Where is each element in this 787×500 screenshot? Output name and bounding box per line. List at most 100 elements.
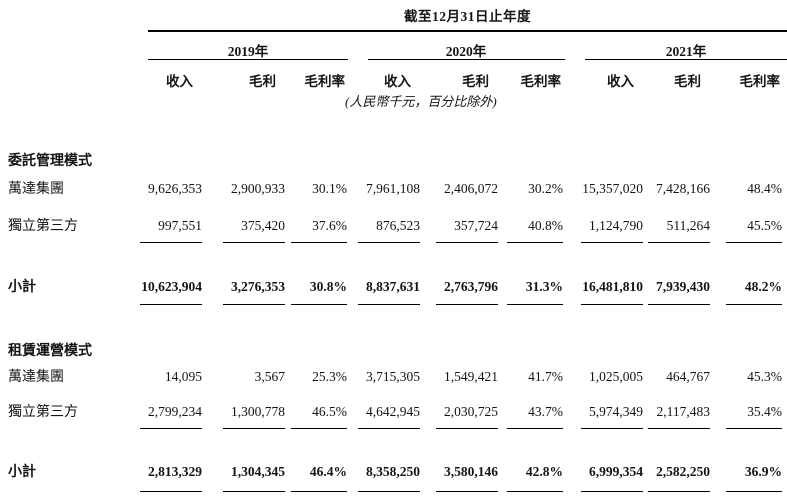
value-cell: 1,124,790 — [563, 201, 644, 243]
value-cell: 14,095 — [164, 369, 202, 385]
value-cell: 464,767 — [666, 369, 711, 385]
value-cell: 30.2% — [528, 181, 564, 197]
spacer-row — [0, 111, 782, 149]
value-cell: 3,715,305 — [366, 369, 421, 385]
value-cell: 42.8% — [498, 429, 564, 492]
value-cell: 3,276,353 — [202, 243, 285, 305]
value-cell: 375,420 — [202, 201, 285, 243]
row-label: 萬達集團 — [8, 181, 64, 197]
value-cell: 2,406,072 — [444, 181, 499, 197]
value-cell: 4,642,945 — [347, 389, 421, 429]
value-cell: 2,900,933 — [231, 181, 285, 197]
value-cell: 6,343,942 — [420, 492, 498, 500]
col-header-revenue: 收入 — [166, 74, 193, 90]
row-label: 小計 — [8, 279, 36, 295]
value-cell: 43.7% — [498, 389, 564, 429]
value-cell: 1,300,778 — [202, 389, 285, 429]
row-label: 萬達集團 — [8, 369, 64, 385]
value-cell: 4,580,698 — [202, 492, 285, 500]
col-header-gross-profit: 毛利 — [249, 74, 276, 90]
value-cell: 46.5% — [285, 389, 348, 429]
unit-note-row: (人民幣千元，百分比除外) — [0, 94, 782, 111]
value-cell: 45.5% — [710, 201, 783, 243]
year-label-2020: 2020年 — [445, 44, 487, 60]
value-cell: 7,428,166 — [656, 181, 711, 197]
value-cell: 1,304,345 — [202, 429, 285, 492]
value-cell: 48.4% — [747, 181, 783, 197]
value-cell: 3,580,146 — [420, 429, 499, 492]
value-cell: 2,763,796 — [420, 243, 499, 305]
section-header-entrusted: 委託管理模式 — [0, 149, 782, 171]
value-cell: 1,549,421 — [444, 369, 499, 385]
value-cell: 17,195,881 — [347, 492, 420, 500]
table-row-total: 總計 13,437,233 4,580,698 34.1% 17,195,881… — [0, 492, 782, 500]
year-2021-underline — [585, 59, 787, 60]
value-cell: 48.2% — [710, 243, 783, 305]
value-cell: 10,521,680 — [643, 492, 710, 500]
value-cell: 2,030,725 — [420, 389, 499, 429]
value-cell: 10,623,904 — [126, 243, 202, 305]
value-cell: 44.8% — [710, 492, 782, 500]
value-cell: 36.9% — [498, 492, 563, 500]
value-cell: 2,582,250 — [643, 429, 711, 492]
value-cell: 36.9% — [710, 429, 783, 492]
table-row-independent-third-party: 獨立第三方 997,551 375,420 37.6% 876,523 357,… — [0, 201, 783, 243]
year-2019-underline — [148, 59, 348, 60]
value-cell: 25.3% — [312, 369, 348, 385]
value-cell: 7,961,108 — [366, 181, 421, 197]
empty-corner — [0, 66, 126, 95]
value-cell: 357,724 — [420, 201, 499, 243]
period-title: 截至12月31日止年度 — [404, 9, 531, 24]
col-header-gross-margin: 毛利率 — [520, 74, 562, 90]
value-cell: 37.6% — [285, 201, 348, 243]
value-cell: 46.4% — [285, 429, 348, 492]
value-cell: 876,523 — [347, 201, 421, 243]
col-header-gross-margin: 毛利率 — [739, 74, 781, 90]
empty-corner — [0, 36, 126, 66]
value-cell: 30.8% — [285, 243, 348, 305]
row-label: 獨立第三方 — [8, 404, 78, 420]
value-cell: 30.1% — [312, 181, 348, 197]
value-cell: 997,551 — [126, 201, 202, 243]
value-cell: 35.4% — [710, 389, 783, 429]
value-cell: 2,117,483 — [643, 389, 711, 429]
value-cell: 8,358,250 — [347, 429, 421, 492]
value-cell: 23,481,164 — [563, 492, 643, 500]
value-cell: 6,999,354 — [563, 429, 644, 492]
section-label: 委託管理模式 — [8, 153, 92, 169]
table-row-subtotal: 小計 2,813,329 1,304,345 46.4% 8,358,250 3… — [0, 429, 783, 492]
year-label-2019: 2019年 — [227, 44, 269, 60]
row-label: 獨立第三方 — [8, 218, 78, 234]
value-cell: 15,357,020 — [582, 181, 644, 197]
header-top-rule — [148, 30, 787, 32]
table-row-independent-third-party: 獨立第三方 2,799,234 1,300,778 46.5% 4,642,94… — [0, 389, 783, 429]
value-cell: 7,939,430 — [643, 243, 711, 305]
row-label: 小計 — [8, 464, 36, 480]
table-row-wanda-group: 萬達集團 9,626,353 2,900,933 30.1% 7,961,108… — [0, 171, 782, 201]
col-header-gross-margin: 毛利率 — [304, 74, 346, 90]
col-header-revenue: 收入 — [384, 74, 412, 90]
value-cell: 45.3% — [747, 369, 783, 385]
spacer-row — [0, 305, 782, 341]
row-label: 總計 — [0, 492, 126, 500]
col-header-revenue: 收入 — [607, 74, 635, 90]
value-cell: 9,626,353 — [148, 181, 202, 197]
year-2020-underline — [368, 59, 565, 60]
table-row-wanda-group: 萬達集團 14,095 3,567 25.3% 3,715,305 1,549,… — [0, 361, 782, 389]
value-cell: 2,813,329 — [126, 429, 202, 492]
value-cell: 511,264 — [643, 201, 711, 243]
value-cell: 8,837,631 — [347, 243, 421, 305]
value-cell: 13,437,233 — [126, 492, 202, 500]
value-cell: 31.3% — [498, 243, 564, 305]
value-cell: 3,567 — [254, 369, 285, 385]
section-header-lease-operation: 租賃運營模式 — [0, 341, 782, 361]
column-header-row: 收入 毛利 毛利率 收入 毛利 毛利率 收入 毛利 毛利率 — [0, 66, 782, 95]
value-cell: 34.1% — [285, 492, 347, 500]
table-row-subtotal: 小計 10,623,904 3,276,353 30.8% 8,837,631 … — [0, 243, 783, 305]
value-cell: 2,799,234 — [126, 389, 202, 429]
value-cell: 16,481,810 — [563, 243, 644, 305]
value-cell: 40.8% — [498, 201, 564, 243]
value-cell: 41.7% — [528, 369, 564, 385]
section-label: 租賃運營模式 — [8, 343, 92, 359]
